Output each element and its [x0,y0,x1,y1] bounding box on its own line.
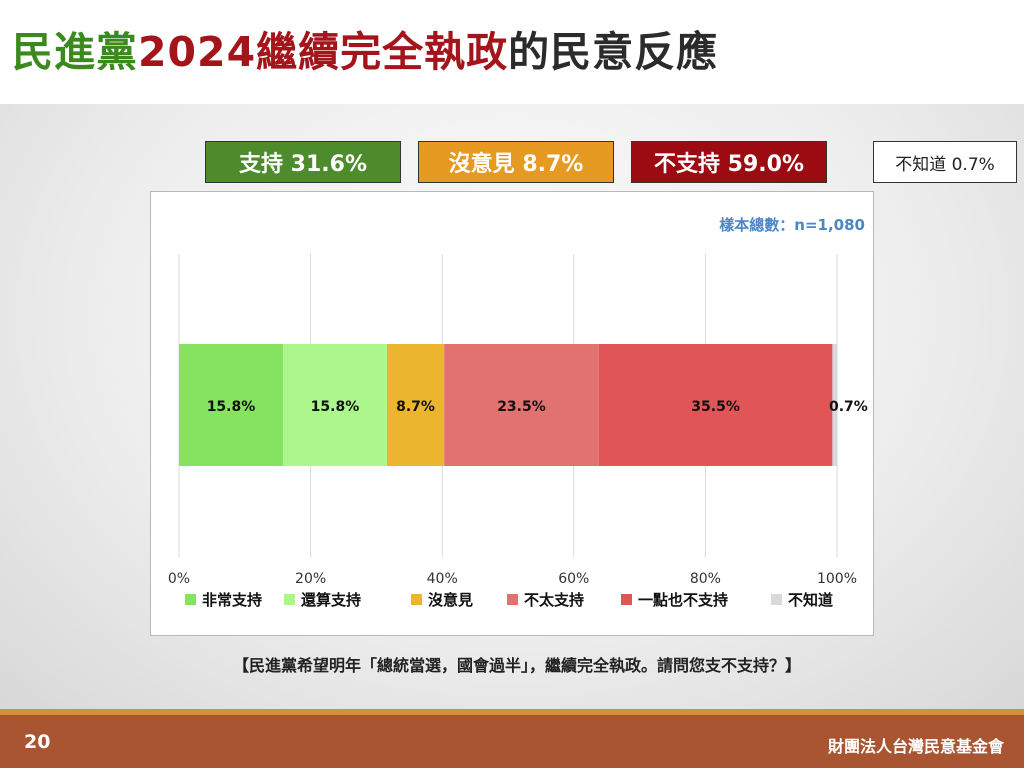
legend-label: 非常支持 [202,591,262,609]
x-tick-label: 20% [295,571,326,587]
organization-name: 財團法人台灣民意基金會 [827,737,1004,756]
bar-segment [179,344,283,466]
legend-label: 不太支持 [524,591,584,609]
data-label: 23.5% [497,399,546,415]
legend-label: 不知道 [788,591,833,609]
title-bar: 民進黨2024繼續完全執政的民意反應 [0,0,1024,104]
title-suffix: 的民意反應 [508,28,719,76]
legend-label: 一點也不支持 [638,591,728,609]
title-party: 民進黨 [12,28,138,76]
summary-unknown-box: 不知道 0.7% [873,141,1017,183]
legend-swatch [411,594,422,605]
sample-size-label: 樣本總數：n=1,080 [719,216,865,234]
data-label: 15.8% [207,399,256,415]
legend-swatch [185,594,196,605]
page-number: 20 [24,731,51,753]
title-topic: 2024繼續完全執政 [138,28,509,76]
footer-bar: 20 財團法人台灣民意基金會 [0,715,1024,768]
legend-swatch [507,594,518,605]
legend-swatch [771,594,782,605]
bar-segment [444,344,599,466]
summary-oppose-box: 不支持 59.0% [631,141,827,183]
legend-swatch [284,594,295,605]
legend-label: 沒意見 [428,591,473,609]
data-label: 15.8% [311,399,360,415]
bar-segment [832,344,837,466]
x-tick-label: 100% [817,571,857,587]
data-label: 35.5% [691,399,740,415]
stacked-bar-chart: 樣本總數：n=1,080 0% 20% 40% 60% 80% 100% 15.8% 15.8%… [168,216,868,609]
chart-panel: 樣本總數：n=1,080 0% 20% 40% 60% 80% 100% 15.8% 15.8%… [150,191,874,636]
summary-neutral-box: 沒意見 8.7% [418,141,614,183]
legend-swatch [621,594,632,605]
bar-segment [282,344,387,466]
bar-segment [386,344,445,466]
bar-segment [598,344,833,466]
data-label: 0.7% [829,399,868,415]
survey-question: 【民進黨希望明年「總統當選，國會過半」，繼續完全執政。請問您支不支持？】 [232,656,801,675]
x-tick-label: 60% [558,571,589,587]
legend-label: 還算支持 [301,591,361,609]
x-tick-label: 0% [168,571,190,587]
page-title: 民進黨2024繼續完全執政的民意反應 [12,24,718,80]
data-label: 8.7% [396,399,435,415]
summary-support-box: 支持 31.6% [205,141,401,183]
x-tick-label: 40% [427,571,458,587]
x-tick-label: 80% [690,571,721,587]
footer-stripe [0,709,1024,715]
